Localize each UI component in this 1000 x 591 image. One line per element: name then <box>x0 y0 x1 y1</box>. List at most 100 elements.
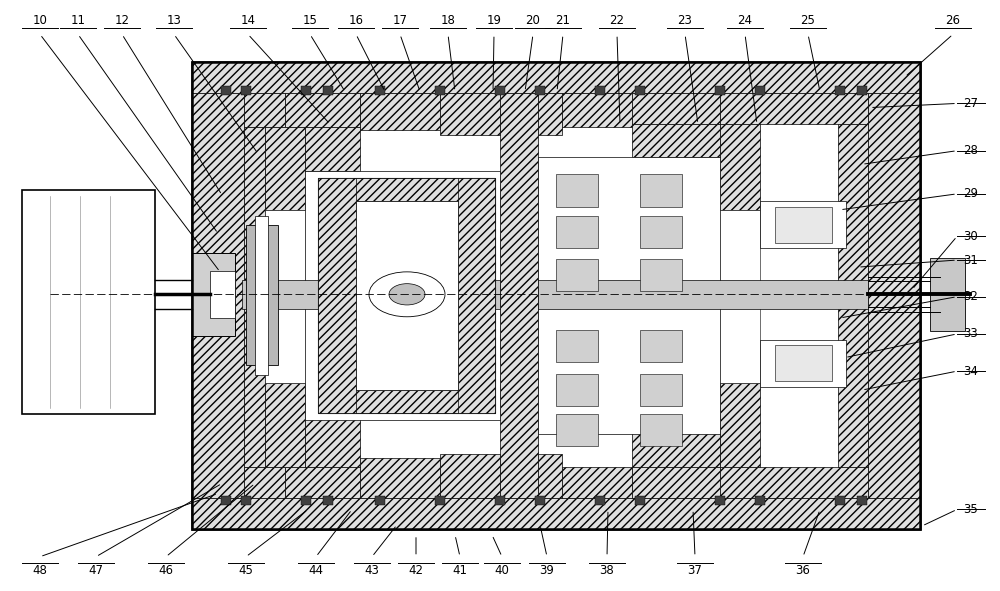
Bar <box>301 496 311 505</box>
Text: 31: 31 <box>963 254 978 267</box>
Bar <box>535 496 545 505</box>
Bar <box>285 93 360 127</box>
Text: 26: 26 <box>946 14 960 27</box>
Text: 20: 20 <box>526 14 540 27</box>
Bar <box>635 86 645 95</box>
Bar <box>244 93 285 127</box>
Bar <box>360 93 440 130</box>
Text: 21: 21 <box>556 14 570 27</box>
Bar <box>323 86 333 95</box>
Bar <box>221 86 231 95</box>
Text: 18: 18 <box>441 14 455 27</box>
Bar <box>285 467 360 498</box>
Bar <box>595 496 605 505</box>
Bar <box>538 157 720 434</box>
Bar <box>305 417 360 467</box>
Text: 38: 38 <box>600 564 614 577</box>
Bar <box>192 62 920 529</box>
Text: 30: 30 <box>963 230 978 243</box>
Bar <box>632 93 720 124</box>
Bar <box>265 210 305 383</box>
Bar <box>640 259 682 291</box>
Text: 29: 29 <box>963 187 978 200</box>
Bar <box>635 496 645 505</box>
Text: 34: 34 <box>963 365 978 378</box>
Bar <box>640 330 682 362</box>
Text: 32: 32 <box>963 290 978 303</box>
Bar <box>192 253 235 336</box>
Bar <box>318 178 356 413</box>
Text: 40: 40 <box>495 564 509 577</box>
Bar <box>305 171 500 420</box>
Bar <box>556 374 598 406</box>
Bar <box>192 93 244 498</box>
Text: 45: 45 <box>239 564 253 577</box>
Text: 17: 17 <box>392 14 408 27</box>
Text: 19: 19 <box>486 14 502 27</box>
Bar <box>595 86 605 95</box>
Bar <box>835 496 845 505</box>
Bar <box>835 86 845 95</box>
Bar <box>562 467 632 498</box>
Bar <box>495 496 505 505</box>
Bar <box>440 93 500 135</box>
Bar <box>375 496 385 505</box>
Bar <box>538 93 562 135</box>
Text: 35: 35 <box>963 503 978 516</box>
Bar <box>318 390 495 413</box>
Bar <box>775 345 832 381</box>
Bar <box>241 86 251 95</box>
Bar <box>562 93 632 127</box>
Text: 37: 37 <box>688 564 702 577</box>
Bar <box>640 216 682 248</box>
Bar <box>22 190 155 414</box>
Bar <box>458 178 495 413</box>
Bar <box>640 174 682 207</box>
Text: 23: 23 <box>678 14 692 27</box>
Text: 43: 43 <box>365 564 379 577</box>
Bar <box>556 330 598 362</box>
Text: 24: 24 <box>738 14 753 27</box>
Circle shape <box>389 284 425 305</box>
Bar <box>323 496 333 505</box>
Bar <box>500 93 538 498</box>
Bar <box>868 93 920 498</box>
Text: 16: 16 <box>349 14 364 27</box>
Bar <box>538 454 562 498</box>
Bar <box>640 414 682 446</box>
Text: 25: 25 <box>801 14 815 27</box>
Text: 42: 42 <box>409 564 424 577</box>
Bar <box>556 216 598 248</box>
Bar <box>265 383 305 467</box>
Bar <box>857 86 867 95</box>
Text: 41: 41 <box>452 564 468 577</box>
Bar <box>192 498 920 529</box>
Bar <box>632 467 720 498</box>
Bar <box>440 454 500 498</box>
Text: 33: 33 <box>963 327 978 340</box>
Bar <box>495 86 505 95</box>
Text: 46: 46 <box>158 564 174 577</box>
Text: 27: 27 <box>963 97 978 110</box>
Bar <box>360 458 440 498</box>
Bar <box>760 340 846 387</box>
Bar <box>192 62 920 529</box>
Text: 15: 15 <box>303 14 317 27</box>
Text: 28: 28 <box>963 144 978 157</box>
Text: 12: 12 <box>114 14 130 27</box>
Bar <box>535 86 545 95</box>
Text: 47: 47 <box>88 564 104 577</box>
Bar <box>755 86 765 95</box>
Bar <box>720 210 760 383</box>
Text: 48: 48 <box>33 564 47 577</box>
Bar <box>221 496 231 505</box>
Bar <box>435 496 445 505</box>
Bar <box>720 93 868 124</box>
Bar <box>301 86 311 95</box>
Bar <box>720 467 868 498</box>
Bar <box>556 259 598 291</box>
Bar <box>305 127 360 171</box>
Bar <box>241 496 251 505</box>
Bar <box>210 271 235 318</box>
Bar <box>556 174 598 207</box>
